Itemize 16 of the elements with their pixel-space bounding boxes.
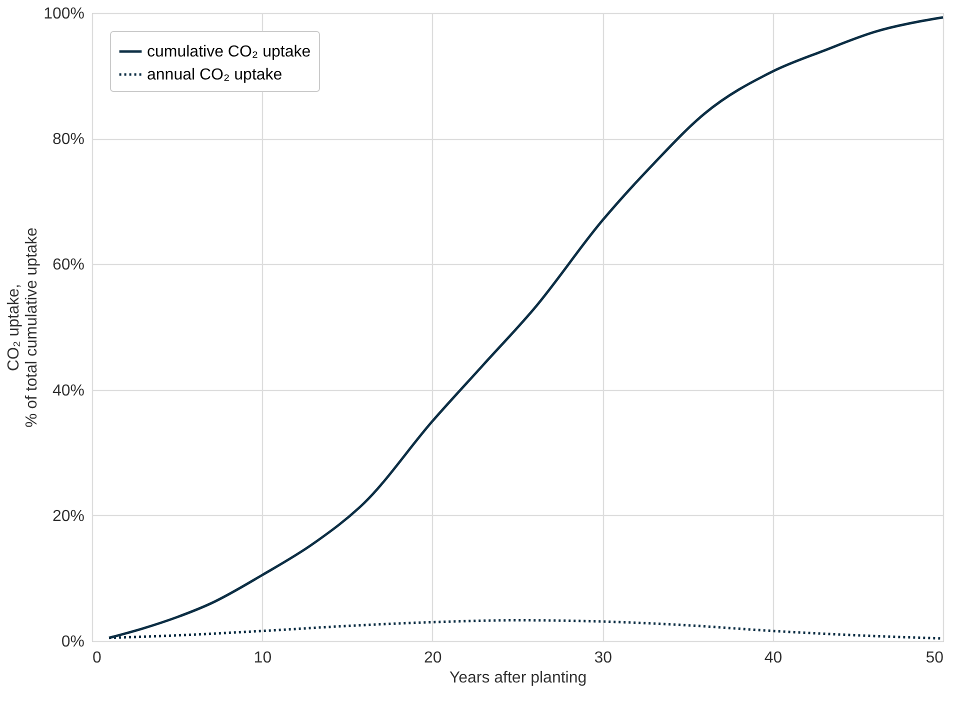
x-tick-label: 0 [92, 650, 102, 666]
y-tick-label: 40% [52, 382, 84, 400]
y-tick-label: 60% [52, 256, 84, 274]
x-tick-label: 40 [764, 650, 782, 666]
x-tick-label: 50 [926, 650, 944, 666]
y-tick-label: 100% [44, 6, 84, 22]
y-axis-title: CO₂ uptake, % of total cumulative uptake [6, 227, 41, 428]
y-tick-label: 0% [61, 634, 84, 650]
x-tick-label: 10 [254, 650, 272, 666]
y-tick-label: 20% [52, 508, 84, 525]
y-tick-label: 80% [52, 131, 84, 148]
x-tick-label: 20 [424, 650, 442, 666]
legend-label: cumulative CO₂ uptake [147, 44, 311, 60]
legend-label: annual CO₂ uptake [147, 66, 282, 84]
x-tick-label: 30 [594, 650, 612, 666]
x-axis-title: Years after planting [449, 670, 587, 686]
